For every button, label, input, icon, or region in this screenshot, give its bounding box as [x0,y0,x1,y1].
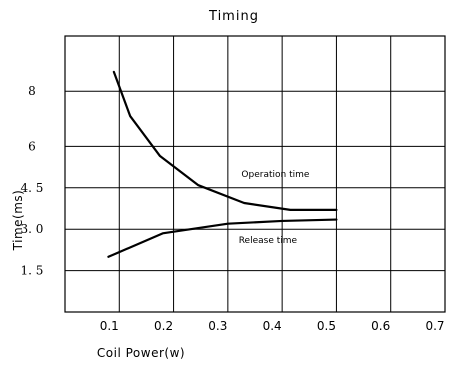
x-tick-label-0: 0.1 [100,319,119,333]
y-tick-label-1: 3. 0 [21,222,44,236]
series-line-release-time [107,218,338,258]
x-tick-label-5: 0.6 [371,319,390,333]
x-tick-label-4: 0.5 [317,319,336,333]
y-tick-label-2: 4. 5 [21,181,44,195]
x-tick-label-3: 0.4 [263,319,282,333]
x-axis-label: Coil Power(w) [97,346,185,360]
chart-title: Timing [208,9,259,24]
y-tick-labels: 1. 5 3. 0 4. 5 6 8 [21,84,44,277]
y-tick-label-4: 8 [28,84,36,98]
y-tick-label-3: 6 [28,139,36,153]
series-line-operation-time [112,70,338,211]
annotations: Operation time Release time [239,170,310,246]
x-tick-labels: 0.1 0.2 0.3 0.4 0.5 0.6 0.7 [100,319,445,333]
plot-frame [64,35,446,313]
x-tick-label-1: 0.2 [154,319,173,333]
x-tick-label-2: 0.3 [208,319,227,333]
grid-lines [65,36,446,312]
series-layer [107,70,338,258]
annotation-release-time: Release time [239,236,298,246]
y-axis-label: Time(ms) [11,190,25,252]
x-tick-label-6: 0.7 [425,319,444,333]
annotation-operation-time: Operation time [241,170,309,180]
y-tick-label-0: 1. 5 [21,264,44,278]
